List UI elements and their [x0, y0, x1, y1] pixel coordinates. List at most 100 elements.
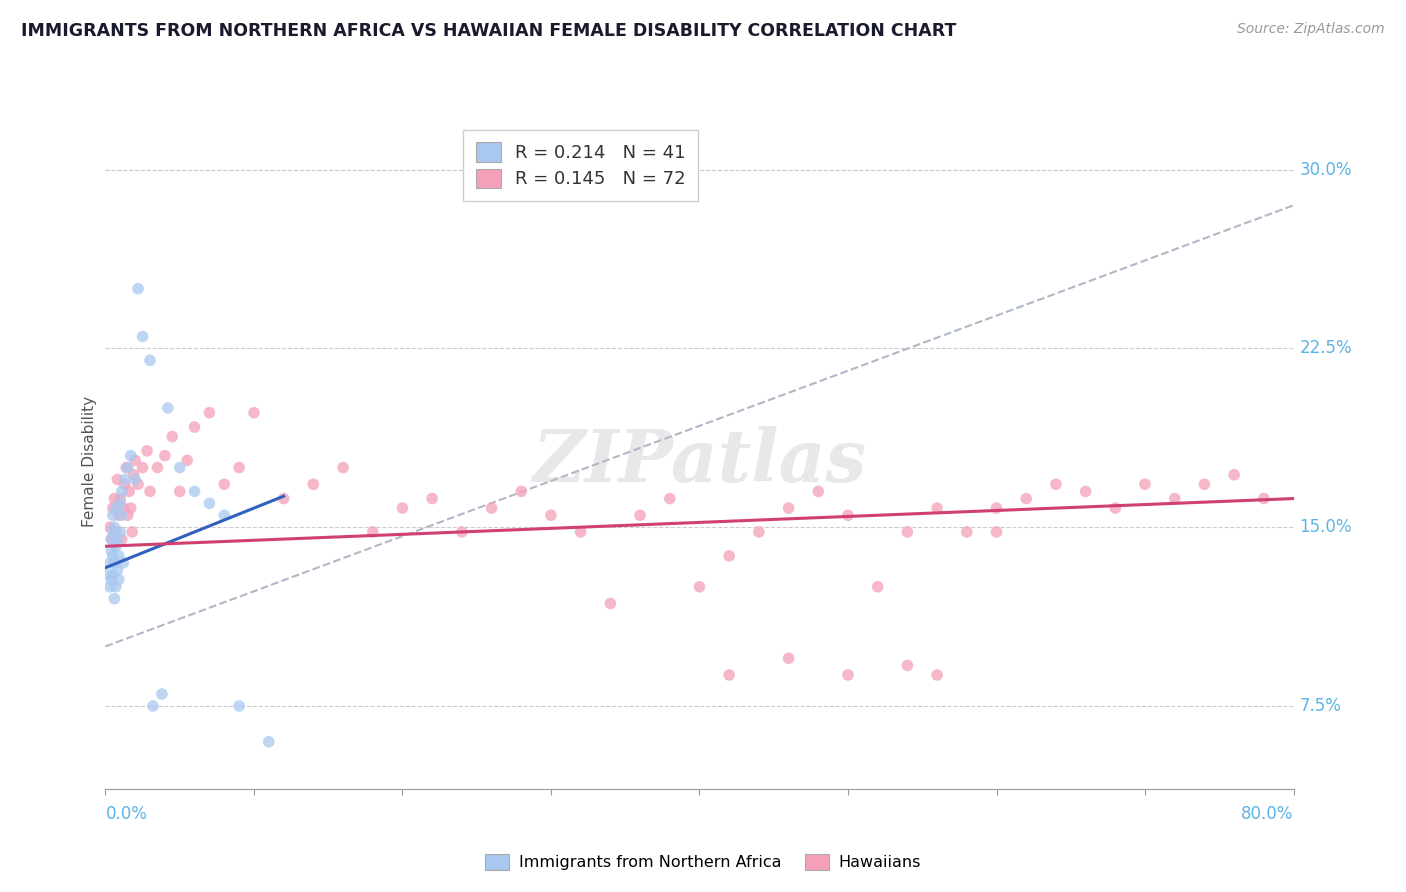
Point	[104, 539, 127, 553]
Point	[112, 556, 135, 570]
Point	[1194, 477, 1216, 491]
Point	[124, 473, 146, 487]
Point	[302, 477, 325, 491]
Point	[139, 353, 162, 368]
Point	[956, 524, 979, 539]
Point	[112, 501, 135, 516]
Point	[108, 549, 131, 563]
Point	[153, 449, 176, 463]
Point	[510, 484, 533, 499]
Text: ZIPatlas: ZIPatlas	[533, 426, 866, 497]
Point	[927, 668, 949, 682]
Point	[176, 453, 198, 467]
Point	[689, 580, 711, 594]
Point	[101, 501, 124, 516]
Point	[450, 524, 472, 539]
Point	[104, 501, 127, 516]
Point	[136, 443, 159, 458]
Point	[100, 544, 122, 558]
Point	[111, 484, 134, 499]
Point	[98, 580, 121, 594]
Point	[110, 524, 132, 539]
Point	[103, 556, 125, 570]
Point	[150, 687, 173, 701]
Point	[896, 524, 918, 539]
Point	[156, 401, 179, 415]
Point	[124, 453, 146, 467]
Point	[98, 556, 121, 570]
Point	[103, 520, 125, 534]
Point	[120, 501, 142, 516]
Point	[837, 668, 859, 682]
Point	[778, 651, 800, 665]
Point	[1045, 477, 1067, 491]
Text: 0.0%: 0.0%	[105, 805, 148, 822]
Text: 7.5%: 7.5%	[1299, 697, 1341, 715]
Point	[420, 491, 443, 506]
Point	[162, 429, 184, 443]
Legend: R = 0.214   N = 41, R = 0.145   N = 72: R = 0.214 N = 41, R = 0.145 N = 72	[463, 129, 699, 201]
Text: 15.0%: 15.0%	[1299, 518, 1353, 536]
Point	[98, 520, 121, 534]
Text: IMMIGRANTS FROM NORTHERN AFRICA VS HAWAIIAN FEMALE DISABILITY CORRELATION CHART: IMMIGRANTS FROM NORTHERN AFRICA VS HAWAI…	[21, 22, 956, 40]
Point	[257, 735, 280, 749]
Point	[481, 501, 503, 516]
Point	[198, 496, 221, 510]
Point	[101, 524, 124, 539]
Legend: Immigrants from Northern Africa, Hawaiians: Immigrants from Northern Africa, Hawaiia…	[478, 848, 928, 877]
Point	[599, 597, 621, 611]
Point	[214, 508, 236, 523]
Point	[114, 477, 136, 491]
Point	[198, 406, 221, 420]
Point	[837, 508, 859, 523]
Point	[658, 491, 681, 506]
Point	[122, 467, 145, 482]
Point	[748, 524, 770, 539]
Point	[104, 580, 127, 594]
Point	[105, 473, 128, 487]
Point	[103, 491, 125, 506]
Point	[111, 532, 134, 546]
Point	[986, 501, 1008, 516]
Point	[97, 567, 120, 582]
Point	[131, 329, 153, 343]
Point	[569, 524, 592, 539]
Point	[105, 563, 128, 577]
Point	[114, 473, 136, 487]
Point	[228, 698, 250, 713]
Point	[1164, 491, 1187, 506]
Point	[101, 549, 124, 563]
Point	[169, 460, 191, 475]
Point	[110, 491, 132, 506]
Point	[108, 508, 131, 523]
Point	[927, 501, 949, 516]
Point	[111, 508, 134, 523]
Point	[104, 524, 127, 539]
Point	[986, 524, 1008, 539]
Point	[142, 698, 165, 713]
Point	[332, 460, 354, 475]
Point	[115, 460, 138, 475]
Point	[718, 549, 741, 563]
Point	[1104, 501, 1126, 516]
Point	[127, 477, 149, 491]
Text: 80.0%: 80.0%	[1241, 805, 1294, 822]
Point	[896, 658, 918, 673]
Point	[101, 508, 124, 523]
Point	[117, 508, 139, 523]
Point	[1253, 491, 1275, 506]
Point	[243, 406, 266, 420]
Point	[131, 460, 153, 475]
Point	[1074, 484, 1097, 499]
Point	[118, 484, 141, 499]
Point	[101, 567, 124, 582]
Text: 30.0%: 30.0%	[1299, 161, 1353, 178]
Point	[100, 532, 122, 546]
Point	[778, 501, 800, 516]
Point	[146, 460, 169, 475]
Point	[718, 668, 741, 682]
Point	[117, 460, 139, 475]
Point	[214, 477, 236, 491]
Point	[361, 524, 384, 539]
Text: Source: ZipAtlas.com: Source: ZipAtlas.com	[1237, 22, 1385, 37]
